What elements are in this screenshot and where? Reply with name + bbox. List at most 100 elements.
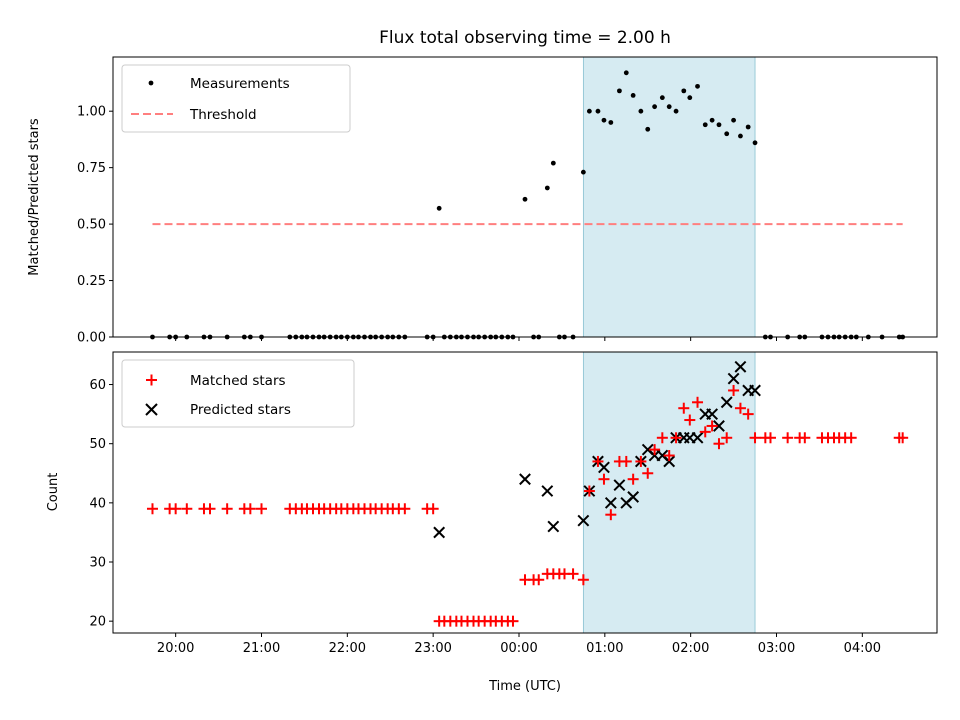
matched-star-point xyxy=(583,485,595,497)
predicted-star-point xyxy=(547,520,560,533)
matched-star-point xyxy=(204,503,216,515)
bottom-panel: 20 30 40 50 60 20:00 21:00 22:00 23:00 00:00 01:00… xyxy=(46,351,938,694)
matched-star-point xyxy=(749,432,761,444)
ytick-label: 0.75 xyxy=(77,161,106,176)
matched-star-point xyxy=(734,402,746,414)
matched-star-point xyxy=(255,503,267,515)
xtick-label: 01:00 xyxy=(586,641,623,656)
measurement-point xyxy=(623,70,629,76)
predicted-star-point xyxy=(734,360,747,373)
matched-star-point xyxy=(692,396,704,408)
top-legend-box xyxy=(121,64,351,133)
ytick-label: 1.00 xyxy=(77,105,106,120)
bottom-legend: Matched stars Predicted stars xyxy=(121,359,355,428)
ytick-label: 50 xyxy=(89,437,106,452)
legend-threshold: Threshold xyxy=(189,107,257,123)
matched-star-point xyxy=(845,432,857,444)
matched-star-point xyxy=(170,503,182,515)
ytick-label: 30 xyxy=(89,556,106,571)
matched-star-point xyxy=(592,455,604,467)
predicted-star-point xyxy=(720,396,733,409)
predicted-star-point xyxy=(713,420,725,432)
matched-star-point xyxy=(567,568,579,580)
xtick-label: 23:00 xyxy=(414,641,451,656)
measurement-point xyxy=(601,117,607,123)
matched-star-point xyxy=(620,455,632,467)
matched-star-point xyxy=(399,503,411,515)
measurement-point xyxy=(522,196,528,202)
bottom-highlight-span xyxy=(582,351,756,634)
measurement-point xyxy=(659,95,665,101)
matched-star-point xyxy=(244,503,256,515)
measurement-point xyxy=(652,104,658,110)
legend-x-marker xyxy=(145,403,158,416)
predicted-star-point xyxy=(627,491,640,503)
measurement-point xyxy=(738,133,743,139)
bottom-legend-box xyxy=(121,359,355,428)
legend-matched-stars: Matched stars xyxy=(190,373,286,389)
top-legend: Measurements Threshold xyxy=(121,64,351,133)
matched-star-point xyxy=(146,503,158,515)
legend-plus-marker xyxy=(146,374,157,386)
top-axes: 0.00 0.25 0.50 0.75 1.00 xyxy=(77,105,863,346)
matched-star-point xyxy=(642,467,654,479)
measurement-point xyxy=(702,122,708,128)
predicted-star-point xyxy=(749,384,761,397)
ytick-label: 20 xyxy=(89,615,106,630)
measurement-point xyxy=(673,108,679,114)
matched-star-point xyxy=(728,384,740,396)
chart-title: Flux total observing time = 2.00 h xyxy=(379,28,671,48)
matched-star-point xyxy=(663,450,675,462)
matched-star-point xyxy=(678,402,690,414)
legend-predicted-stars: Predicted stars xyxy=(190,402,291,418)
matched-star-point xyxy=(764,432,776,444)
measurement-point xyxy=(580,169,586,175)
predicted-star-point xyxy=(598,461,610,474)
predicted-star-point xyxy=(613,479,626,492)
measurement-point xyxy=(608,120,614,125)
measurement-point xyxy=(687,95,693,101)
ytick-label: 0.25 xyxy=(77,274,106,289)
matched-star-point xyxy=(706,420,718,432)
measurement-point xyxy=(436,205,442,211)
xtick-label: 22:00 xyxy=(329,641,366,656)
xtick-label: 02:00 xyxy=(672,641,709,656)
ytick-label: 60 xyxy=(89,378,106,393)
measurement-point xyxy=(731,117,736,123)
measurement-point xyxy=(716,122,722,128)
measurement-point xyxy=(695,83,700,89)
ytick-label: 40 xyxy=(89,496,106,511)
matched-star-point xyxy=(799,432,811,444)
matched-star-point xyxy=(533,574,545,586)
legend-dot-marker xyxy=(148,80,154,86)
predicted-star-point xyxy=(663,455,676,468)
top-ylabel: Matched/Predicted stars xyxy=(27,118,42,276)
measurement-point xyxy=(630,92,636,98)
predicted-star-point xyxy=(691,431,704,444)
matched-stars-points xyxy=(146,384,909,627)
top-panel: 0.00 0.25 0.50 0.75 1.00 Matched/Predicted s… xyxy=(27,56,938,346)
measurement-point xyxy=(586,108,592,114)
bottom-axes: 20 30 40 50 60 20:00 21:00 22:00 23:00 00:00 01:00… xyxy=(89,378,881,656)
measurement-point xyxy=(638,108,644,114)
predicted-star-point xyxy=(577,514,590,527)
legend-measurements: Measurements xyxy=(190,76,290,92)
measurement-point xyxy=(617,88,622,94)
xtick-label: 00:00 xyxy=(500,641,537,656)
predicted-star-point xyxy=(727,372,740,385)
measurement-point xyxy=(544,185,550,191)
bottom-plot-frame xyxy=(112,351,938,634)
matched-star-point xyxy=(635,455,647,467)
predicted-star-point xyxy=(604,496,617,509)
matched-star-point xyxy=(577,574,589,586)
matched-star-point xyxy=(507,615,519,627)
xtick-label: 20:00 xyxy=(157,641,194,656)
measurement-point xyxy=(724,131,730,137)
matched-star-point xyxy=(221,503,233,515)
matched-star-point xyxy=(721,432,733,444)
matched-star-point xyxy=(598,473,610,485)
measurement-point xyxy=(681,88,687,94)
ytick-label: 0.50 xyxy=(77,218,106,233)
matched-star-point xyxy=(897,432,909,444)
